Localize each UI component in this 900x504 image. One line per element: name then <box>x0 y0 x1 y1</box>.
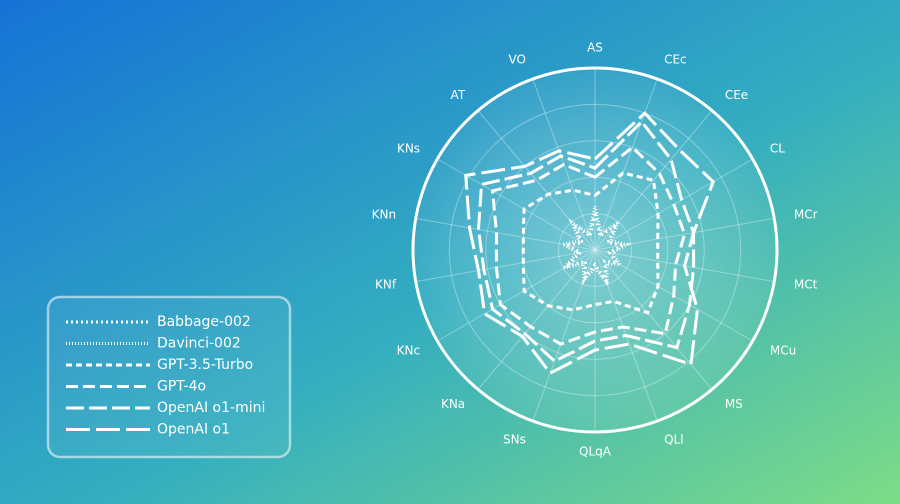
axis-label: VO <box>508 53 525 67</box>
series-line <box>476 119 696 363</box>
legend-label: GPT-3.5-Turbo <box>157 357 253 373</box>
spoke <box>477 249 596 390</box>
outer-ring <box>411 66 779 434</box>
spoke <box>415 249 596 283</box>
radar-fill <box>413 68 777 432</box>
axis-label: MCr <box>794 207 818 221</box>
legend-label: GPT-4o <box>157 379 206 395</box>
series-line <box>464 111 715 376</box>
axis-label: SNs <box>503 432 526 446</box>
axis-label: CL <box>770 142 785 156</box>
axis-label: AS <box>587 41 603 55</box>
axis-label: QLl <box>664 432 683 446</box>
spoke <box>594 249 713 390</box>
axis-label: KNa <box>441 397 465 411</box>
legend-label: OpenAI o1 <box>157 422 230 438</box>
series-line <box>521 171 660 315</box>
axis-label: MCt <box>794 278 818 292</box>
axis-label: AT <box>451 88 466 102</box>
series-line <box>561 213 629 287</box>
axis-label: CEc <box>664 53 687 67</box>
legend-label: OpenAI o1-mini <box>157 400 265 416</box>
legend-box <box>46 295 292 459</box>
spoke <box>594 78 658 251</box>
axis-label: KNf <box>375 278 397 292</box>
spoke <box>437 158 596 251</box>
legend-label: Davinci-002 <box>157 336 241 352</box>
series-line <box>490 145 687 346</box>
axis-label: KNs <box>397 142 420 156</box>
axis-label: MCu <box>770 344 796 358</box>
grid-ring <box>448 103 742 397</box>
axis-label: CEe <box>725 88 748 102</box>
grid-ring <box>485 140 705 360</box>
axis-label: KNc <box>397 344 420 358</box>
spoke <box>594 217 775 251</box>
axis-label: MS <box>725 397 743 411</box>
legend-label: Babbage-002 <box>157 314 251 330</box>
axis-label: KNn <box>372 207 396 221</box>
spoke <box>437 249 596 342</box>
axis-label: QLqA <box>579 445 612 459</box>
